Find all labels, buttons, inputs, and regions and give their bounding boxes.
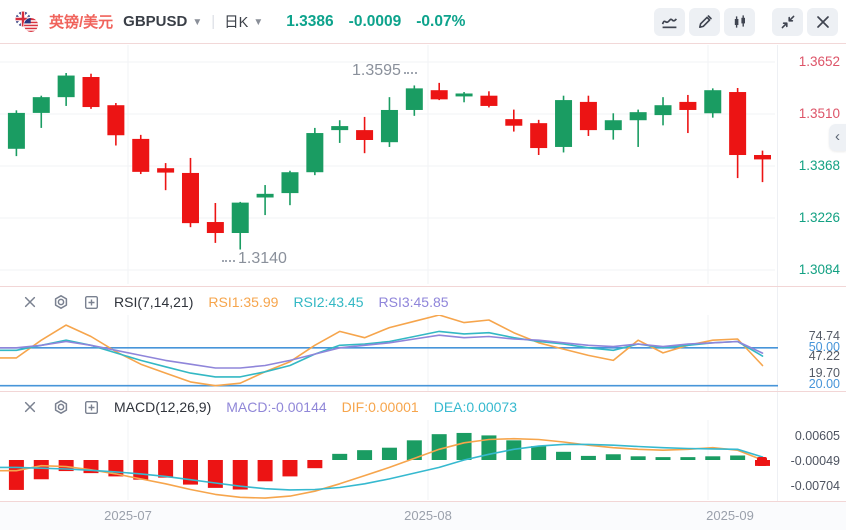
time-axis[interactable]: 2025-07 2025-08 2025-09 bbox=[0, 501, 846, 530]
price-tick: 1.3652 bbox=[798, 54, 840, 69]
close-icon bbox=[24, 401, 35, 413]
rsi2-value: RSI2:43.45 bbox=[293, 294, 364, 310]
time-axis-label: 2025-07 bbox=[104, 508, 152, 523]
gear-icon bbox=[54, 295, 67, 309]
pair-name: 英镑/美元 bbox=[49, 14, 114, 31]
price-change-percent: -0.07% bbox=[416, 12, 466, 30]
macd-value: MACD:-0.00144 bbox=[226, 399, 327, 415]
rsi-axis-min: 19.70 bbox=[808, 366, 840, 380]
plus-box-icon bbox=[84, 400, 99, 414]
chevron-down-icon[interactable]: ▼ bbox=[192, 17, 203, 28]
indicator-line-icon bbox=[661, 18, 678, 29]
close-icon bbox=[24, 296, 35, 308]
macd-axis-current: -0.00049 bbox=[790, 454, 840, 468]
collapse-button[interactable] bbox=[772, 7, 803, 36]
chart-toolbar bbox=[654, 7, 838, 36]
close-icon bbox=[816, 15, 829, 28]
interval-selector[interactable]: 日K bbox=[224, 15, 249, 31]
price-tick: 1.3226 bbox=[798, 210, 840, 225]
gbpusd-flag-icon bbox=[15, 11, 39, 33]
macd-title: MACD(12,26,9) bbox=[114, 399, 212, 415]
header-bar: 英镑/美元 GBPUSD ▼ | 日K ▼ 1.3386 -0.0009 -0.… bbox=[0, 0, 846, 44]
draw-button[interactable] bbox=[689, 7, 720, 36]
rsi-title: RSI(7,14,21) bbox=[114, 294, 194, 310]
candlestick-chart[interactable] bbox=[0, 45, 778, 284]
macd-close-button[interactable] bbox=[21, 399, 38, 416]
price-tick: 1.3084 bbox=[798, 262, 840, 277]
panel-separator[interactable] bbox=[0, 286, 846, 287]
rsi-settings-button[interactable] bbox=[52, 294, 69, 311]
macd-axis-min: -0.00704 bbox=[790, 479, 840, 493]
macd-current-value-marker bbox=[757, 457, 767, 466]
gear-icon bbox=[54, 400, 67, 414]
close-chart-button[interactable] bbox=[807, 7, 838, 36]
rsi-axis-mid: 47.22 bbox=[808, 349, 840, 363]
low-annotation: 1.3140 bbox=[222, 250, 287, 268]
chevron-down-icon[interactable]: ▼ bbox=[253, 17, 264, 28]
dif-value: DIF:0.00001 bbox=[341, 399, 419, 415]
macd-settings-button[interactable] bbox=[52, 399, 69, 416]
dotted-leader bbox=[403, 72, 417, 74]
macd-axis-max: 0.00605 bbox=[794, 429, 840, 443]
indicator-button[interactable] bbox=[654, 7, 685, 36]
candle-style-button[interactable] bbox=[724, 7, 755, 36]
rsi-ref-lower: 20.00 bbox=[808, 377, 840, 391]
rsi-close-button[interactable] bbox=[21, 294, 38, 311]
price-tick: 1.3368 bbox=[798, 158, 840, 173]
pencil-icon bbox=[698, 14, 712, 28]
rsi3-value: RSI3:45.85 bbox=[378, 294, 449, 310]
high-annotation-label: 1.3595 bbox=[352, 62, 401, 79]
quote-group: 1.3386 -0.0009 -0.07% bbox=[286, 13, 465, 31]
price-axis-separator bbox=[777, 45, 778, 501]
macd-expand-button[interactable] bbox=[83, 399, 100, 416]
panel-separator[interactable] bbox=[0, 391, 846, 392]
last-price: 1.3386 bbox=[286, 12, 334, 30]
collapse-arrows-icon bbox=[781, 15, 794, 28]
candlestick-icon bbox=[734, 14, 745, 28]
dotted-leader bbox=[222, 260, 235, 262]
dea-value: DEA:0.00073 bbox=[433, 399, 518, 415]
macd-panel-header: MACD(12,26,9) MACD:-0.00144 DIF:0.00001 … bbox=[0, 393, 776, 421]
rsi-chart[interactable] bbox=[0, 315, 778, 392]
rsi-expand-button[interactable] bbox=[83, 294, 100, 311]
time-axis-label: 2025-08 bbox=[404, 508, 452, 523]
macd-chart[interactable] bbox=[0, 420, 778, 500]
rsi-axis-max: 74.74 bbox=[808, 329, 840, 343]
low-annotation-label: 1.3140 bbox=[238, 250, 287, 267]
time-axis-label: 2025-09 bbox=[706, 508, 754, 523]
rsi1-value: RSI1:35.99 bbox=[208, 294, 279, 310]
price-tick: 1.3510 bbox=[798, 106, 840, 121]
plus-box-icon bbox=[84, 295, 99, 309]
header-divider: | bbox=[211, 13, 216, 30]
rsi-panel-header: RSI(7,14,21) RSI1:35.99 RSI2:43.45 RSI3:… bbox=[0, 288, 776, 316]
panel-collapse-tab[interactable]: ‹ bbox=[829, 124, 846, 151]
symbol-selector[interactable]: GBPUSD bbox=[123, 13, 188, 30]
price-change: -0.0009 bbox=[348, 12, 402, 30]
rsi-ref-upper: 50.00 bbox=[808, 340, 840, 354]
high-annotation: 1.3595 bbox=[352, 62, 417, 80]
